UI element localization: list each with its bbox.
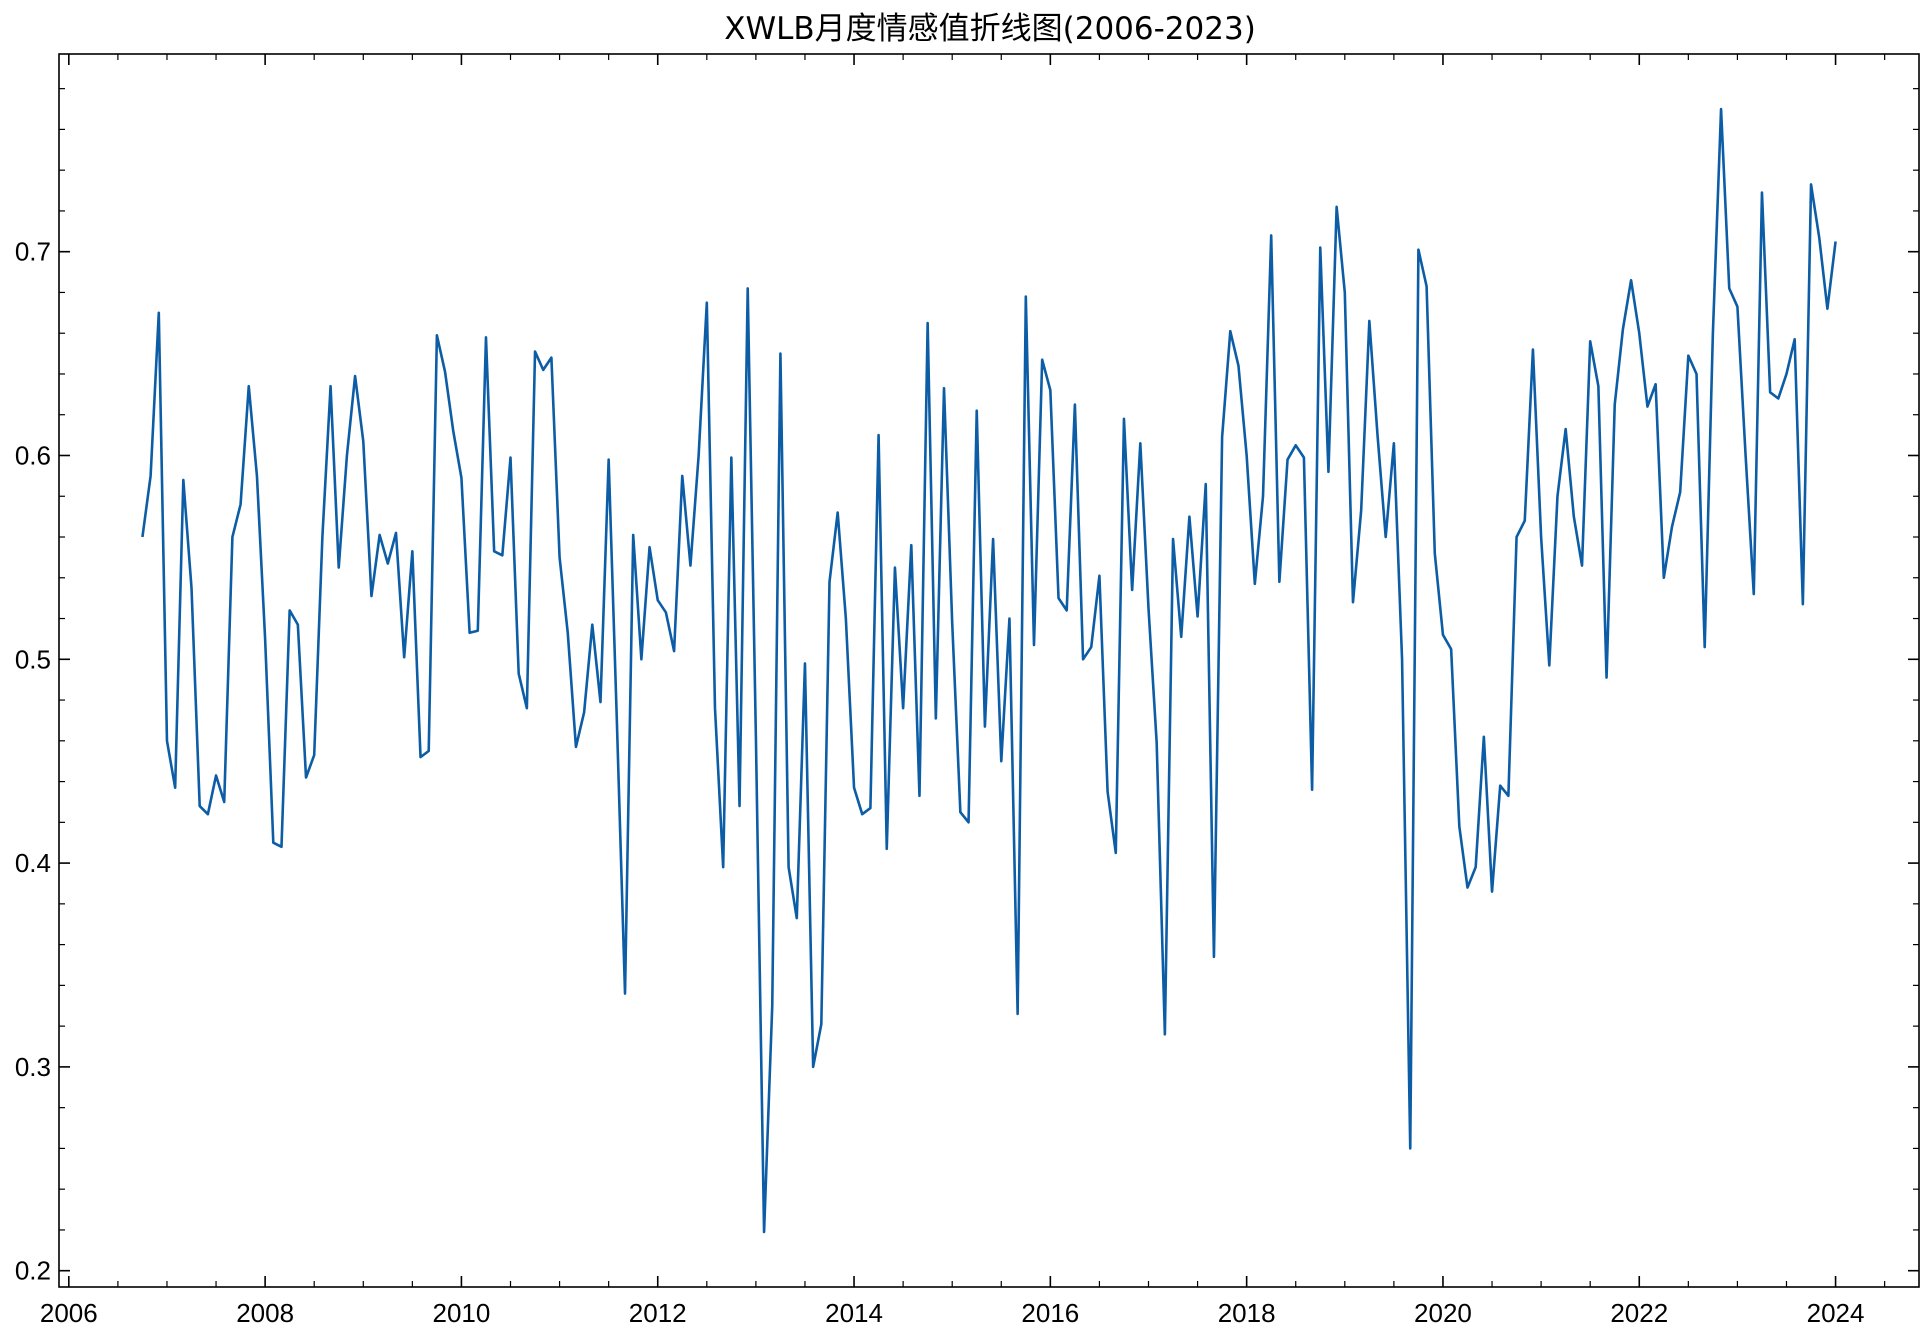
series-line bbox=[141, 107, 1837, 1234]
y-tick-label: 0.5 bbox=[15, 644, 51, 674]
y-tick-label: 0.7 bbox=[15, 237, 51, 267]
y-tick-label: 0.2 bbox=[15, 1256, 51, 1286]
y-tick-label: 0.6 bbox=[15, 440, 51, 470]
chart-title: XWLB月度情感值折线图(2006-2023) bbox=[724, 11, 1256, 47]
y-tick-label: 0.4 bbox=[15, 848, 51, 878]
x-tick-label: 2024 bbox=[1807, 1298, 1865, 1328]
x-tick-label: 2012 bbox=[629, 1298, 687, 1328]
x-tick-label: 2006 bbox=[40, 1298, 98, 1328]
x-axis: 2006 2008 2010 2012 2014 2016 2018 2020 2022 2024 bbox=[40, 54, 1886, 1328]
x-tick-label: 2014 bbox=[825, 1298, 883, 1328]
x-tick-label: 2016 bbox=[1021, 1298, 1079, 1328]
x-tick-label: 2010 bbox=[433, 1298, 491, 1328]
y-axis: 0.2 0.3 0.4 0.5 0.6 0.7 bbox=[15, 88, 1919, 1286]
plot-frame bbox=[58, 53, 1920, 1288]
y-tick-label: 0.3 bbox=[15, 1052, 51, 1082]
x-tick-label: 2018 bbox=[1218, 1298, 1276, 1328]
x-tick-label: 2020 bbox=[1414, 1298, 1472, 1328]
x-tick-label: 2008 bbox=[236, 1298, 294, 1328]
x-tick-label: 2022 bbox=[1610, 1298, 1668, 1328]
